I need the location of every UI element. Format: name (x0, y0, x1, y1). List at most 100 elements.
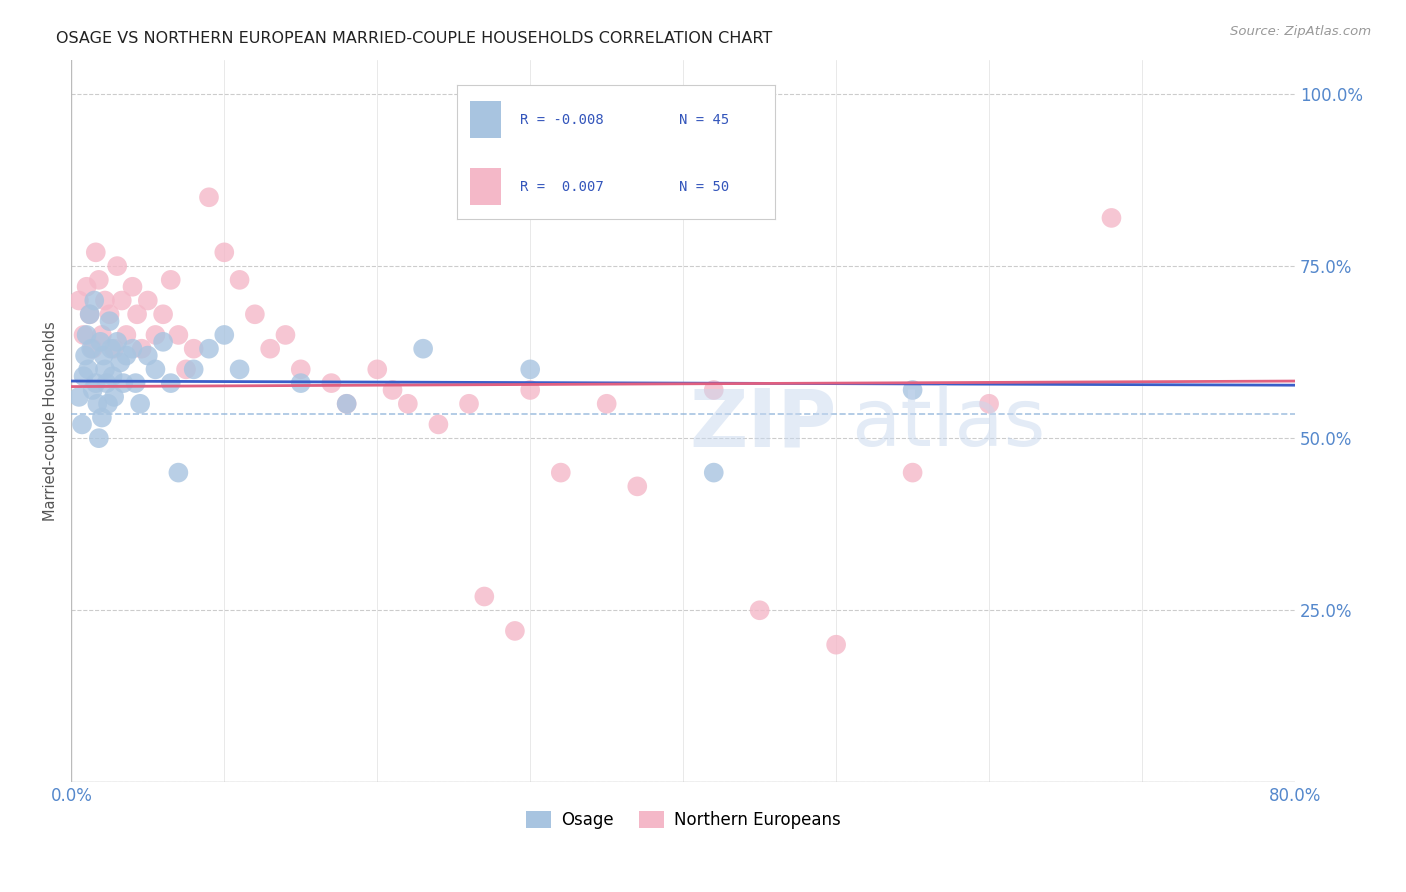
Point (84, 245, 107, 260)
Point (243, 307, 266, 321)
Point (472, 590, 495, 604)
Point (503, 624, 526, 638)
Point (105, 259, 128, 273)
Point (67, 293, 90, 308)
Point (977, 397, 1000, 411)
Point (550, 466, 572, 480)
Point (167, 327, 190, 342)
Point (321, 376, 343, 391)
Point (82, 383, 104, 397)
Point (76, 327, 98, 342)
Point (228, 273, 250, 287)
Point (174, 362, 197, 376)
Point (67, 390, 90, 404)
Point (83, 293, 105, 308)
Point (90, 327, 112, 342)
Point (80, 342, 103, 356)
Point (336, 397, 359, 411)
Point (381, 383, 404, 397)
Point (93, 349, 115, 363)
Point (100, 342, 122, 356)
Point (86, 397, 108, 411)
Point (183, 342, 205, 356)
Point (121, 279, 143, 293)
Point (152, 334, 174, 349)
Point (214, 327, 236, 342)
Point (214, 245, 236, 260)
Point (290, 362, 312, 376)
Point (519, 362, 541, 376)
Point (72, 327, 94, 342)
Point (396, 397, 419, 411)
Point (290, 376, 312, 391)
Point (121, 342, 143, 356)
Point (145, 362, 167, 376)
Point (748, 603, 770, 617)
Point (901, 466, 924, 480)
Point (152, 307, 174, 321)
Point (90, 410, 112, 425)
Point (198, 342, 221, 356)
Point (131, 342, 153, 356)
Point (103, 342, 125, 356)
Point (87, 273, 110, 287)
Point (183, 362, 205, 376)
Point (703, 383, 725, 397)
Point (129, 397, 152, 411)
Point (595, 397, 617, 411)
Point (76, 279, 98, 293)
Point (98, 314, 121, 328)
Point (901, 383, 924, 397)
Y-axis label: Married-couple Households: Married-couple Households (44, 321, 58, 521)
Point (136, 349, 159, 363)
Point (115, 349, 138, 363)
Point (77, 362, 100, 376)
Point (94, 362, 117, 376)
Point (84, 376, 107, 391)
Point (458, 397, 481, 411)
Point (336, 397, 359, 411)
Point (98, 307, 121, 321)
Point (87, 431, 110, 445)
Point (626, 479, 648, 493)
Point (167, 466, 190, 480)
Text: OSAGE VS NORTHERN EUROPEAN MARRIED-COUPLE HOUSEHOLDS CORRELATION CHART: OSAGE VS NORTHERN EUROPEAN MARRIED-COUPL… (56, 31, 772, 46)
Point (145, 327, 167, 342)
Point (111, 293, 134, 308)
Point (115, 327, 138, 342)
Point (110, 355, 132, 369)
Point (412, 342, 434, 356)
Point (96, 376, 118, 391)
Point (274, 327, 297, 342)
Point (97, 397, 120, 411)
Point (124, 376, 146, 391)
Point (1101, 211, 1123, 225)
Point (519, 383, 541, 397)
Point (427, 417, 450, 432)
Point (70, 417, 93, 432)
Point (159, 273, 181, 287)
Point (79, 307, 101, 321)
Point (366, 362, 388, 376)
Point (82, 342, 104, 356)
Legend: Osage, Northern Europeans: Osage, Northern Europeans (519, 804, 846, 836)
Point (75, 349, 97, 363)
Text: Source: ZipAtlas.com: Source: ZipAtlas.com (1230, 25, 1371, 38)
Point (89, 334, 111, 349)
Text: ZIP: ZIP (689, 385, 837, 464)
Point (127, 307, 149, 321)
Text: atlas: atlas (852, 385, 1046, 464)
Point (198, 190, 221, 204)
Point (112, 376, 135, 391)
Point (72, 369, 94, 384)
Point (703, 466, 725, 480)
Point (136, 293, 159, 308)
Point (159, 376, 181, 391)
Point (105, 334, 128, 349)
Point (101, 369, 124, 384)
Point (825, 638, 848, 652)
Point (228, 362, 250, 376)
Point (259, 342, 281, 356)
Point (79, 307, 101, 321)
Point (103, 390, 125, 404)
